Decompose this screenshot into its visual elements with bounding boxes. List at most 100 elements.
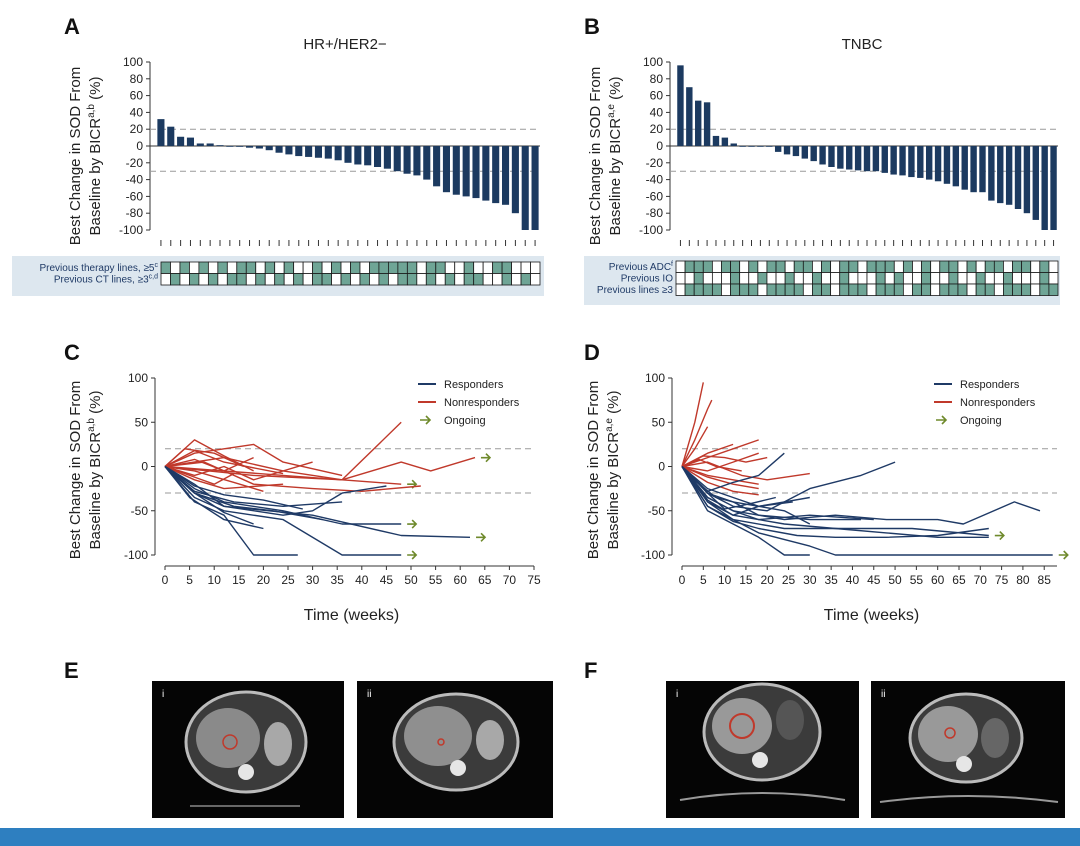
bar xyxy=(462,146,470,197)
ongoing-arrow xyxy=(407,550,418,560)
y-tick-label: -40 xyxy=(126,173,144,187)
bar xyxy=(872,146,880,172)
table-cell xyxy=(912,260,922,273)
table-cell xyxy=(966,260,977,273)
table-cell xyxy=(702,283,713,296)
table-cell xyxy=(492,273,503,286)
table-cell xyxy=(821,272,832,285)
bar xyxy=(472,146,480,199)
table-cell xyxy=(1048,260,1059,273)
ongoing-arrow xyxy=(476,532,487,542)
panel-letter-e: E xyxy=(64,658,79,683)
y-tick-label: 20 xyxy=(650,122,664,136)
bar xyxy=(423,146,431,180)
legend-swatch-ongoing xyxy=(420,415,432,425)
bar xyxy=(757,146,764,147)
table-cell xyxy=(693,260,704,273)
table-cell xyxy=(236,273,247,286)
responder-line xyxy=(681,466,989,538)
table-cell xyxy=(839,272,850,285)
x-tick-label: 60 xyxy=(454,573,468,587)
table-cell xyxy=(857,272,868,285)
bar xyxy=(846,146,853,170)
ylabel-b-line1: Best Change in SOD From xyxy=(587,67,604,245)
ongoing-arrow xyxy=(480,453,492,463)
x-tick-label: 10 xyxy=(718,573,732,587)
nonresponder-line xyxy=(164,443,343,477)
table-cell xyxy=(312,261,323,274)
nonresponder-line xyxy=(681,461,810,481)
table-cell xyxy=(274,273,285,286)
table-cell xyxy=(406,261,418,274)
table-cell xyxy=(884,260,895,273)
y-tick-label: -40 xyxy=(646,173,664,187)
table-cell xyxy=(830,272,841,285)
bar xyxy=(997,146,1004,204)
table-cell xyxy=(739,260,750,273)
table-cell xyxy=(293,273,304,286)
y-tick-label: 80 xyxy=(650,72,664,86)
table-cell xyxy=(387,261,399,274)
y-tick-label: 40 xyxy=(650,105,664,119)
table-cell xyxy=(511,261,522,274)
y-tick-label: 100 xyxy=(645,371,665,385)
table-cell xyxy=(217,261,228,274)
bar xyxy=(354,146,362,165)
table-cell xyxy=(893,260,904,273)
table-cell xyxy=(255,261,266,274)
table-cell xyxy=(866,260,877,273)
bar xyxy=(881,146,888,173)
table-cell xyxy=(293,261,304,274)
responder-line xyxy=(681,466,810,556)
chart-title: HR+/HER2− xyxy=(303,36,387,53)
bar xyxy=(863,146,871,172)
panel-letter-b: B xyxy=(584,14,600,39)
table-cell xyxy=(812,272,822,285)
table-cell xyxy=(939,283,950,296)
table-cell xyxy=(179,273,190,286)
table-cell xyxy=(721,260,731,273)
table-cell xyxy=(1030,260,1041,273)
table-cell xyxy=(739,272,750,285)
table-cell xyxy=(283,261,295,274)
table-cell xyxy=(921,283,932,296)
x-tick-label: 45 xyxy=(380,573,394,587)
table-cell xyxy=(957,260,968,273)
nonresponder-line xyxy=(164,461,421,492)
table-cell xyxy=(463,261,475,274)
y-tick-label: 0 xyxy=(141,460,148,474)
table-cell xyxy=(930,272,941,285)
ongoing-arrow xyxy=(407,519,418,529)
table-cell xyxy=(702,272,713,285)
x-tick-label: 50 xyxy=(404,573,418,587)
bar xyxy=(801,146,809,159)
x-tick-label: 5 xyxy=(186,573,193,587)
x-tick-label: 50 xyxy=(888,573,902,587)
bar xyxy=(908,146,915,178)
bar xyxy=(177,136,185,146)
table-cell xyxy=(775,283,786,296)
table-cell xyxy=(802,272,813,285)
bar xyxy=(792,146,800,157)
table-cell xyxy=(378,273,389,286)
y-tick-label: -20 xyxy=(126,156,144,170)
table-cell xyxy=(1048,283,1059,296)
x-axis-label: Time (weeks) xyxy=(304,607,399,624)
ylabel-b-line2: Baseline by BICRa,e (%) xyxy=(606,77,624,236)
spider-plot-hr-her2: 100 50 0 -50 -100 0 5 10 15 20 25 30 35 40 45 50 55 60 65 7… xyxy=(124,371,541,624)
table-cell xyxy=(739,283,750,296)
bar xyxy=(828,146,835,167)
table-cell xyxy=(839,260,850,273)
table-cell xyxy=(444,273,456,286)
x-tick-label: 0 xyxy=(162,573,169,587)
table-row-label: Previous IO xyxy=(621,274,673,285)
table-cell xyxy=(283,273,295,286)
table-cell xyxy=(1003,283,1013,296)
bar xyxy=(917,146,924,178)
table-cell xyxy=(884,283,895,296)
nonresponder-line xyxy=(681,465,759,485)
table-cell xyxy=(757,283,768,296)
table-cell xyxy=(993,272,1004,285)
bar xyxy=(186,137,195,146)
y-tick-label: 60 xyxy=(650,89,664,103)
